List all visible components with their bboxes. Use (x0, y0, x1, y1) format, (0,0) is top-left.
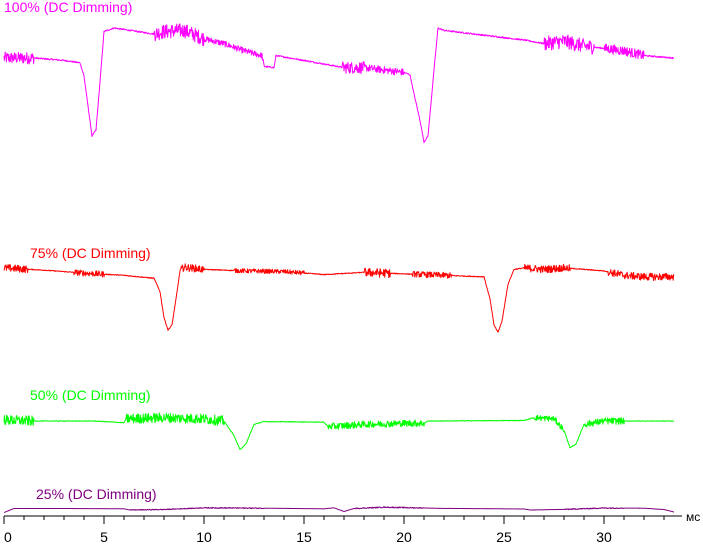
series-layer (3, 23, 675, 513)
series-line-1 (3, 23, 675, 144)
x-tick-label: 20 (396, 529, 412, 545)
x-tick-label: 25 (496, 529, 512, 545)
x-axis-unit-label: мс (686, 510, 700, 524)
x-tick-label: 10 (196, 529, 212, 545)
series-line-3 (3, 412, 675, 450)
x-axis: мс 0 5 10 15 20 25 30 (3, 510, 700, 545)
series-line-4 (3, 506, 675, 513)
x-tick-label: 30 (596, 529, 612, 545)
series-label-1: 100% (DC Dimming) (4, 0, 132, 15)
x-tick-label: 5 (100, 529, 108, 545)
series-labels: 100% (DC Dimming) 75% (DC Dimming) 50% (DC… (4, 0, 157, 502)
series-label-3: 50% (DC Dimming) (30, 387, 151, 403)
x-tick-label: 0 (4, 529, 12, 545)
x-tick-label: 15 (296, 529, 312, 545)
series-line-2 (3, 263, 675, 333)
series-label-2: 75% (DC Dimming) (30, 245, 151, 261)
series-label-4: 25% (DC Dimming) (36, 486, 157, 502)
